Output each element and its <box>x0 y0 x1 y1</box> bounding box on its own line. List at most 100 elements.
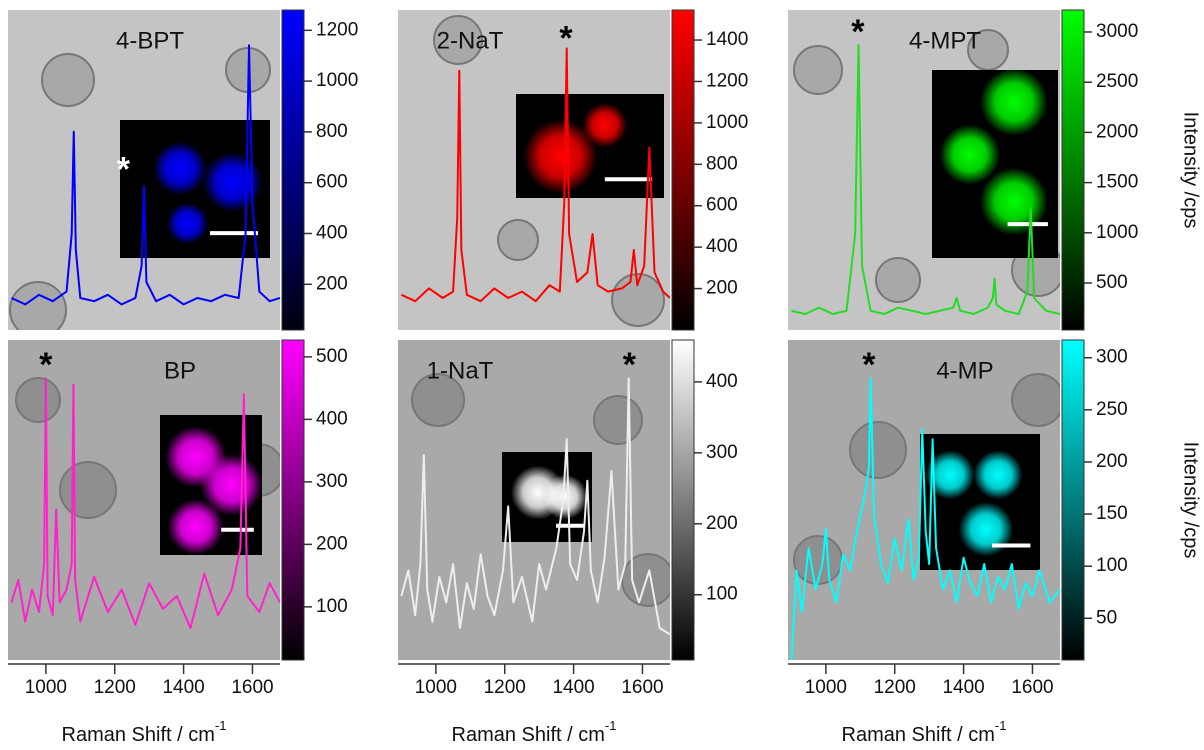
colorbar <box>281 9 305 331</box>
annotation: * <box>862 346 876 384</box>
x-axis-label-superscript: -1 <box>605 718 617 733</box>
spectrum-line <box>10 377 280 629</box>
inset-spot <box>958 502 1014 557</box>
annotation: * <box>559 19 573 57</box>
colorbar-tick-label: 100 <box>1096 555 1128 576</box>
x-axis-label-text: Raman Shift / cm <box>842 724 995 746</box>
colorbar-tick-label: 800 <box>706 153 738 174</box>
cell <box>15 377 61 423</box>
inset-spot <box>153 141 207 196</box>
panel-title: 4-MP <box>936 357 993 384</box>
colorbar-tick-label: 300 <box>706 442 738 463</box>
colorbar-tick-label: 1200 <box>706 70 748 91</box>
colorbar-tick-label: 800 <box>316 121 348 142</box>
colorbar-tick-label: 200 <box>706 513 738 534</box>
x-tick-label: 1000 <box>805 677 847 698</box>
annotation: * <box>851 13 865 51</box>
colorbar-tick-label: 1200 <box>316 19 358 40</box>
panel: 4-MP * 50 100 150 200 250 300 Intensity /cps 1000… <box>788 339 1202 746</box>
inset-spot <box>925 450 975 500</box>
colorbar-tick-label: 1000 <box>1096 222 1138 243</box>
cell <box>593 395 643 445</box>
inset-spot <box>523 119 598 194</box>
x-tick-label: 1600 <box>231 677 273 698</box>
inset-spot <box>166 202 209 245</box>
panel-title: 2-NaT <box>437 27 504 54</box>
x-tick-label: 1000 <box>415 677 457 698</box>
x-tick-label: 1200 <box>94 677 136 698</box>
colorbar-tick-label: 3000 <box>1096 21 1138 42</box>
inset-spot <box>973 450 1023 500</box>
annotation: * <box>39 346 53 384</box>
colorbar-tick-label: 200 <box>706 278 738 299</box>
cell <box>793 45 843 95</box>
x-axis-label: Raman Shift / cm-1 <box>452 718 617 746</box>
inset-spot <box>542 474 588 520</box>
spectrum-line <box>791 44 1060 315</box>
spectrum-line <box>790 377 1060 660</box>
x-tick-label: 1000 <box>25 677 67 698</box>
x-axis-label: Raman Shift / cm-1 <box>842 718 1007 746</box>
cell <box>1011 373 1060 427</box>
cell <box>59 461 117 519</box>
y-axis-label: Intensity /cps <box>1180 442 1202 559</box>
colorbar-tick-label: 100 <box>316 596 348 617</box>
panel-title: 4-BPT <box>116 27 184 54</box>
colorbar-tick-label: 50 <box>1096 607 1117 628</box>
spectrum-line <box>11 44 280 306</box>
colorbar <box>1061 339 1085 661</box>
x-tick-label: 1600 <box>621 677 663 698</box>
colorbar-tick-label: 400 <box>316 223 348 244</box>
colorbar-tick-label: 100 <box>706 584 738 605</box>
colorbar-tick-label: 1500 <box>1096 172 1138 193</box>
cell <box>621 553 670 607</box>
colorbar-tick-label: 600 <box>706 195 738 216</box>
panel: 4-MPT * 500 1000 1500 2000 2500 3000 Intensity /… <box>788 9 1202 331</box>
x-axis-label-text: Raman Shift / cm <box>62 724 215 746</box>
cell <box>411 373 465 427</box>
inset-spot <box>167 499 224 555</box>
colorbar <box>281 339 305 661</box>
colorbar-tick-label: 1400 <box>706 29 748 50</box>
inset-spot <box>582 103 627 148</box>
spectrum-line <box>401 47 670 303</box>
colorbar-tick-label: 1000 <box>706 112 748 133</box>
colorbar <box>671 339 695 661</box>
y-axis-label: Intensity /cps <box>1180 112 1202 229</box>
inset-spot <box>200 454 263 516</box>
panel: 4-BPT * 200 400 600 800 1000 1200 <box>8 9 358 331</box>
annotation: * <box>623 346 637 384</box>
cell <box>497 219 539 261</box>
x-tick-label: 1200 <box>874 677 916 698</box>
colorbar-tick-label: 200 <box>316 533 348 554</box>
x-tick-label: 1400 <box>942 677 984 698</box>
colorbar-tick-label: 400 <box>316 408 348 429</box>
x-tick-label: 1200 <box>484 677 526 698</box>
x-axis-label-superscript: -1 <box>995 718 1007 733</box>
panel-title: 1-NaT <box>427 357 494 384</box>
inset-spot <box>939 124 1000 185</box>
spectrum-line <box>400 377 670 636</box>
annotation: * <box>117 151 131 189</box>
colorbar-tick-label: 400 <box>706 236 738 257</box>
x-tick-label: 1400 <box>162 677 204 698</box>
panel-title: BP <box>164 357 196 384</box>
cell <box>433 15 483 65</box>
colorbar-tick-label: 500 <box>316 346 348 367</box>
colorbar-tick-label: 500 <box>1096 272 1128 293</box>
panel: 2-NaT * 200 400 600 800 1000 1200 1400 <box>398 9 748 331</box>
panel-title: 4-MPT <box>909 27 981 54</box>
colorbar-tick-label: 2000 <box>1096 121 1138 142</box>
colorbar-tick-label: 300 <box>1096 347 1128 368</box>
colorbar-tick-label: 200 <box>1096 451 1128 472</box>
x-axis-label-superscript: -1 <box>215 718 227 733</box>
colorbar-tick-label: 400 <box>706 371 738 392</box>
cell <box>9 281 67 330</box>
cell <box>875 257 921 303</box>
colorbar-tick-label: 600 <box>316 172 348 193</box>
colorbar-tick-label: 150 <box>1096 503 1128 524</box>
x-axis-label: Raman Shift / cm-1 <box>62 718 227 746</box>
